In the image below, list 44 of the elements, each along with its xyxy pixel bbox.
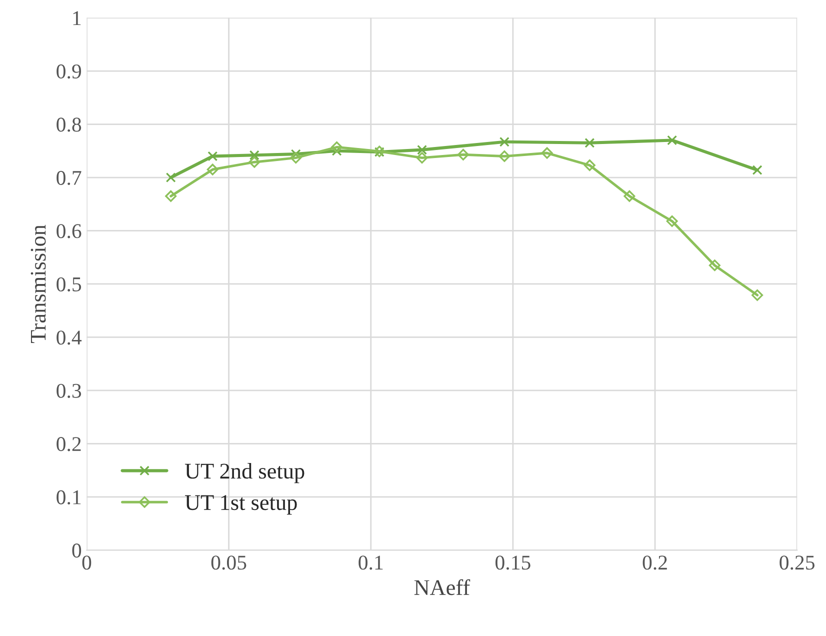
y-tick-label: 0.6 xyxy=(56,224,82,238)
point xyxy=(165,190,177,202)
point xyxy=(417,144,428,155)
point xyxy=(584,138,595,148)
x-tick-label: 0.05 xyxy=(211,556,246,570)
point xyxy=(166,172,176,183)
y-tick-label: 1 xyxy=(73,11,81,26)
y-tick-label: 0.3 xyxy=(56,384,82,398)
y-tick-label: 0.2 xyxy=(56,437,81,452)
x-tick-label: 0.25 xyxy=(780,556,815,570)
point xyxy=(708,260,720,272)
y-tick-label: 0.4 xyxy=(56,330,82,345)
y-tick-label: 0.5 xyxy=(56,277,82,292)
y-tick-label: 0.8 xyxy=(56,118,82,132)
point xyxy=(584,160,596,172)
point xyxy=(457,148,469,160)
y-axis-title: Transmission xyxy=(30,224,46,344)
point xyxy=(290,149,301,160)
point xyxy=(541,147,553,159)
y-tick-label: 0.7 xyxy=(56,170,82,186)
point xyxy=(290,152,302,164)
x-tick-label: 0 xyxy=(82,556,92,570)
point xyxy=(416,152,428,164)
x-axis-title: NAeff xyxy=(414,579,470,596)
point xyxy=(208,151,218,162)
y-tick-label: 0.9 xyxy=(56,64,82,79)
point xyxy=(249,150,260,160)
legend-label: UT 2nd setup xyxy=(184,463,304,484)
y-tick-label: 0 xyxy=(72,544,82,558)
point xyxy=(498,150,510,162)
point xyxy=(248,156,260,168)
x-tick-label: 0.1 xyxy=(358,556,383,570)
point xyxy=(752,289,764,301)
point xyxy=(206,164,218,176)
point xyxy=(667,135,678,146)
y-tick-label: 0.1 xyxy=(56,490,81,504)
point xyxy=(624,190,636,202)
point xyxy=(331,141,343,153)
x-tick-label: 0.15 xyxy=(496,556,530,570)
point xyxy=(666,215,678,227)
x-tick-label: 0.2 xyxy=(642,556,667,570)
point xyxy=(499,136,510,147)
legend-label: UT 1st setup xyxy=(184,495,297,515)
point xyxy=(752,165,762,176)
